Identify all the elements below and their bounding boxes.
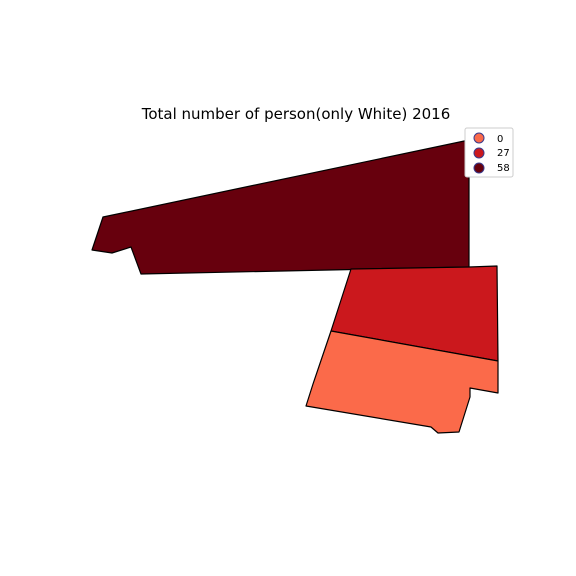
legend-swatch-icon xyxy=(473,147,485,159)
map-regions xyxy=(91,139,499,434)
map-region-east-middle[interactable] xyxy=(330,265,499,362)
legend-label: 27 xyxy=(497,148,510,159)
legend-swatch-icon xyxy=(473,162,485,174)
map-region-southeast[interactable] xyxy=(305,330,499,434)
legend-label: 0 xyxy=(497,134,503,145)
legend-swatch-icon xyxy=(473,132,485,144)
map-title: Total number of person(only White) 2016 xyxy=(141,105,451,123)
legend-entry: 58 xyxy=(473,162,510,174)
legend-entry: 27 xyxy=(473,147,510,159)
map-region-northwest[interactable] xyxy=(91,139,470,275)
legend-label: 58 xyxy=(497,163,510,174)
legend: 0 27 58 xyxy=(464,127,514,178)
legend-entry: 0 xyxy=(473,132,503,145)
